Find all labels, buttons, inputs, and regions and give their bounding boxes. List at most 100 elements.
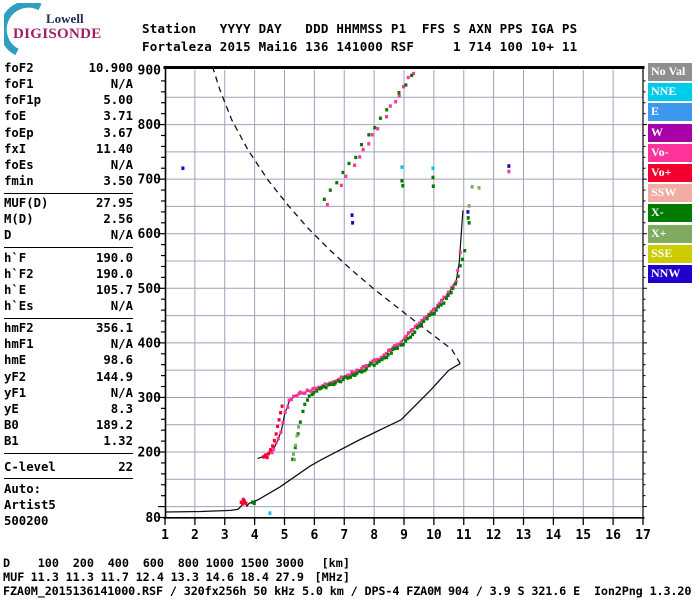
- f-trace-o-mode-point: [404, 334, 408, 339]
- param-group: h`F 190.0 h`F2 190.0 h`E 105.7 h`Es N/A: [4, 251, 133, 316]
- f-trace-o-mode-point: [287, 398, 291, 402]
- param-row: foE 3.71: [4, 109, 133, 125]
- f-trace-x-mode-point: [327, 382, 331, 387]
- f-trace-o-mode-point: [420, 318, 424, 323]
- f-trace-x-mode-point: [367, 363, 371, 368]
- f-trace-o-mode-point: [446, 290, 450, 295]
- f-trace-x-mode-point: [322, 384, 326, 389]
- muf-cell: 800: [177, 556, 199, 570]
- y-tick-label: 700: [138, 173, 162, 188]
- echo-legend: No Val NNE E W Vo- Vo+ SSW X- X+ SSE NNW: [648, 63, 694, 285]
- param-label: MUF(D): [4, 196, 49, 211]
- x-tick-label: 14: [546, 528, 562, 543]
- panel-separator: [4, 452, 133, 454]
- f-trace-o-mode-point: [384, 351, 388, 356]
- f-trace-x-mode-point: [444, 296, 448, 301]
- f-trace-o-mode-point: [422, 316, 426, 320]
- f-trace-x-mode-point: [291, 457, 295, 461]
- f-trace-x-mode-point: [394, 346, 398, 351]
- f-trace-x-mode-point: [449, 291, 453, 295]
- f-trace-o-start-point: [265, 455, 269, 460]
- f-trace-o-mode-point: [272, 447, 276, 451]
- header-values: Fortaleza 2015 Mai16 136 141000 RSF 1 71…: [142, 39, 578, 54]
- second-hop-x-point: [378, 116, 382, 120]
- x-tick-label: 3: [221, 528, 229, 543]
- second-hop-x-point: [410, 73, 414, 78]
- x-tick-label: 2: [191, 528, 199, 543]
- profile-bottomside: [164, 363, 461, 513]
- param-label: foF1: [4, 77, 34, 92]
- x-tick-label: 9: [400, 528, 408, 543]
- legend-item-e: E: [648, 103, 692, 122]
- param-row: yF2 144.9: [4, 370, 133, 386]
- stray-echoes-point: [351, 221, 355, 225]
- stray-echoes-point: [507, 164, 511, 168]
- param-value: N/A: [110, 337, 133, 352]
- param-row: h`Es N/A: [4, 299, 133, 315]
- f-trace-x-mode-point: [355, 371, 359, 376]
- f-trace-x-mode-point: [329, 382, 333, 386]
- param-value: 3.50: [103, 173, 133, 188]
- f-trace-x-mode-point: [301, 409, 305, 414]
- muf-table-distance-row: D 100 200 400 600 800 1000 1500 3000 [km]: [3, 556, 350, 570]
- stray-echoes-point: [466, 210, 470, 214]
- param-group: foF2 10.900 foF1 N/A foF1p 5.00 foE 3.71 foEp 3.6…: [4, 61, 133, 190]
- f-trace-o-mode-point: [382, 353, 386, 357]
- second-hop-x-point: [341, 170, 345, 175]
- legend-item-x+: X+: [648, 224, 692, 243]
- param-value: 1.32: [103, 434, 133, 449]
- param-label: fxI: [4, 141, 27, 156]
- stray-echoes-point: [466, 216, 470, 220]
- f-trace-x-plus-point: [291, 452, 295, 456]
- f-trace-x-mode-point: [380, 357, 384, 362]
- param-value: 144.9: [95, 369, 133, 384]
- param-value: 105.7: [95, 282, 133, 297]
- param-label: foE: [4, 109, 27, 124]
- second-hop-x-point: [360, 142, 364, 147]
- param-group: hmF2 356.1 hmF1 N/A hmE 98.6 yF2 144.9 yF1 N/A yE 8…: [4, 321, 133, 450]
- param-label: yF2: [4, 369, 27, 384]
- y-tick-label: 200: [138, 446, 162, 461]
- f-trace-x-mode-point: [377, 359, 381, 364]
- param-label: hmF2: [4, 321, 34, 336]
- param-row: C-level 22: [4, 460, 133, 476]
- stray-echoes-point: [467, 204, 471, 208]
- param-row: h`F 190.0: [4, 251, 133, 267]
- legend-item-ssw: SSW: [648, 184, 692, 203]
- param-row: yE 8.3: [4, 402, 133, 418]
- f-trace-o-start-point: [271, 444, 275, 448]
- param-label: B0: [4, 417, 19, 432]
- f-trace-o-mode-point: [406, 331, 410, 335]
- param-value: 190.0: [95, 266, 133, 281]
- f-trace-x-mode-point: [409, 335, 413, 339]
- f-trace-x-plus-point: [294, 443, 298, 448]
- y-tick-label: 600: [138, 227, 162, 242]
- f-trace-o-mode-point: [391, 345, 395, 350]
- param-row: B1 1.32: [4, 434, 133, 450]
- param-row: yF1 N/A: [4, 386, 133, 402]
- param-value: 3.71: [103, 109, 133, 124]
- param-row: foF1p 5.00: [4, 93, 133, 109]
- param-value: 98.6: [103, 353, 133, 368]
- f-trace-x-mode-point: [389, 351, 393, 355]
- f-trace-x-mode-point: [364, 367, 368, 371]
- f-trace-x-mode-point: [343, 375, 347, 379]
- muf-cell: 11.7: [100, 570, 129, 584]
- x-tick-label: 13: [516, 528, 532, 543]
- f-trace-o-mode-point: [379, 355, 383, 360]
- lowell-digisonde-logo: Lowell DIGISONDE: [4, 3, 134, 55]
- param-label: M(D): [4, 212, 34, 227]
- f-trace-x-mode-point: [413, 330, 417, 334]
- param-row: foF1 N/A: [4, 77, 133, 93]
- f-trace-o-start-point: [272, 438, 276, 443]
- second-hop-x-point: [404, 83, 408, 87]
- trace-fit: [257, 210, 464, 460]
- y-tick-label: 800: [138, 118, 162, 133]
- param-row: Auto:: [4, 482, 133, 498]
- f-trace-x-mode-point: [434, 308, 438, 312]
- param-label: foF2: [4, 61, 34, 75]
- e-region-x-point: [252, 501, 256, 506]
- param-row: hmE 98.6: [4, 353, 133, 369]
- f-trace-x-mode-point: [442, 301, 446, 305]
- param-label: hmF1: [4, 337, 34, 352]
